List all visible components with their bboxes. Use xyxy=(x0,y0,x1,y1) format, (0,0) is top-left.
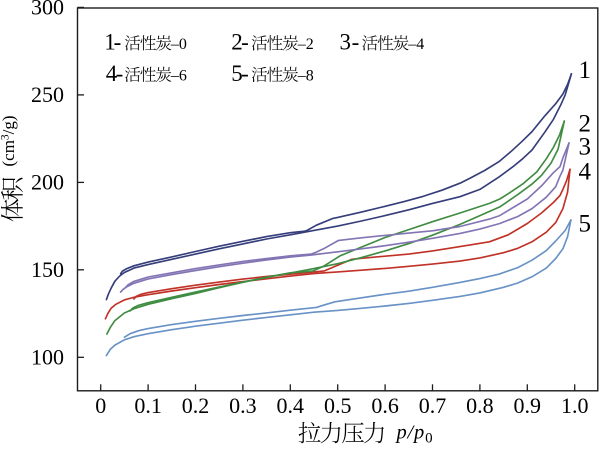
svg-text:4: 4 xyxy=(106,61,118,86)
svg-text:–4: –4 xyxy=(407,36,424,53)
svg-text:-: - xyxy=(114,30,122,55)
svg-text:-: - xyxy=(241,61,249,86)
svg-text:200: 200 xyxy=(31,170,64,195)
svg-text:0.8: 0.8 xyxy=(466,393,494,418)
svg-text:–0: –0 xyxy=(170,36,187,53)
svg-text:2: 2 xyxy=(578,111,591,138)
svg-text:–8: –8 xyxy=(297,68,314,85)
svg-text:0.5: 0.5 xyxy=(324,393,352,418)
svg-text:100: 100 xyxy=(31,345,64,370)
svg-text:4: 4 xyxy=(578,158,591,185)
svg-text:2: 2 xyxy=(231,30,243,55)
svg-text:300: 300 xyxy=(31,0,64,20)
svg-text:0.3: 0.3 xyxy=(229,393,257,418)
svg-text:0.2: 0.2 xyxy=(182,393,210,418)
svg-text:–2: –2 xyxy=(297,36,314,53)
svg-text:0.4: 0.4 xyxy=(277,393,305,418)
svg-text:0.1: 0.1 xyxy=(134,393,162,418)
svg-text:1: 1 xyxy=(104,30,116,55)
svg-text:150: 150 xyxy=(31,257,64,282)
svg-text:–6: –6 xyxy=(170,68,187,85)
svg-text:1: 1 xyxy=(578,57,591,84)
svg-text:5: 5 xyxy=(578,210,591,237)
svg-text:-: - xyxy=(241,30,249,55)
svg-text:-: - xyxy=(352,30,360,55)
svg-text:0: 0 xyxy=(95,393,106,418)
svg-text:(cm3/g): (cm3/g) xyxy=(0,115,18,166)
svg-text:-: - xyxy=(116,61,124,86)
svg-text:250: 250 xyxy=(31,82,64,107)
svg-text:3: 3 xyxy=(578,134,591,161)
svg-text:0.7: 0.7 xyxy=(419,393,447,418)
svg-text:5: 5 xyxy=(231,61,243,86)
svg-text:1.0: 1.0 xyxy=(561,393,589,418)
svg-text:0.9: 0.9 xyxy=(514,393,542,418)
svg-text:0.6: 0.6 xyxy=(371,393,399,418)
svg-text:3: 3 xyxy=(340,30,352,55)
